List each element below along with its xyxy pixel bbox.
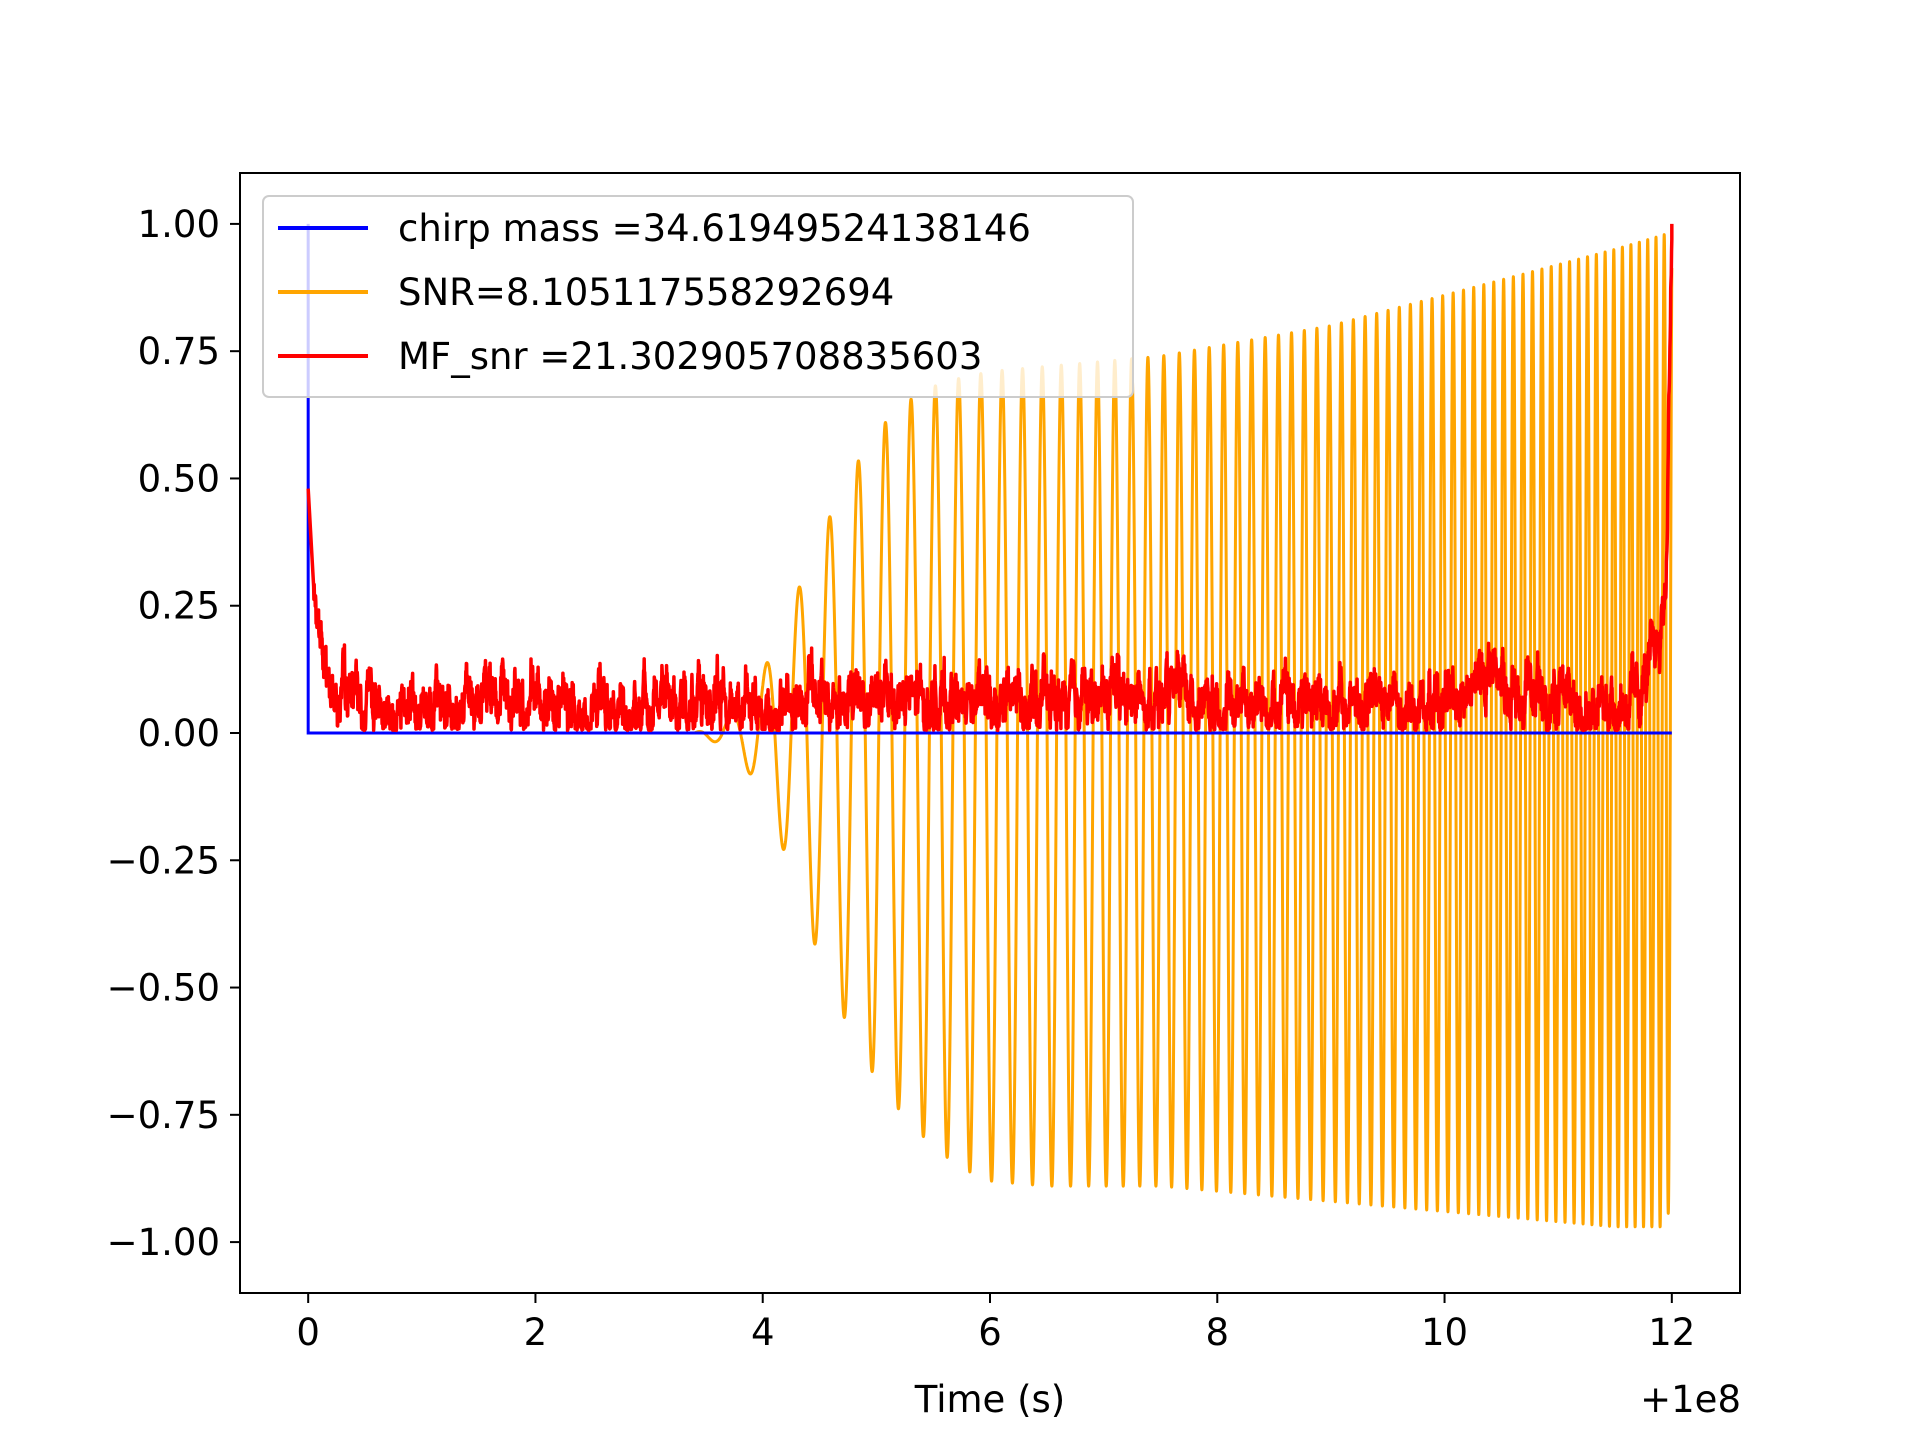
y-axis: 1.00 0.75 0.50 0.25 0.00 −0.25 −0.50 −0.75 −1.00 [107,203,240,1264]
x-tick-label: 2 [524,1311,548,1354]
y-tick-label: 1.00 [138,203,220,246]
x-tick-label: 12 [1648,1311,1695,1354]
y-tick-label: −0.75 [107,1094,220,1137]
legend-label-chirp-mass: chirp mass =34.61949524138146 [398,207,1031,250]
x-offset-text: +1e8 [1640,1378,1741,1421]
x-tick-label: 4 [751,1311,775,1354]
x-axis: 0 2 4 6 8 10 12 [296,1293,1695,1354]
x-tick-label: 0 [296,1311,320,1354]
x-axis-label: Time (s) [914,1378,1065,1421]
series-chirp-mass [306,223,1672,735]
legend: chirp mass =34.61949524138146 SNR=8.1051… [262,195,1134,398]
legend-label-snr: SNR=8.105117558292694 [398,271,894,314]
legend-frame [262,195,1134,398]
y-tick-label: 0.50 [138,457,220,500]
series-mf-snr [306,223,1674,733]
y-tick-label: 0.25 [138,585,220,628]
legend-label-mf-snr: MF_snr =21.302905708835603 [398,335,982,378]
x-tick-label: 6 [978,1311,1002,1354]
y-tick-label: −0.25 [107,839,220,882]
y-tick-label: 0.00 [138,712,220,755]
series-layer [306,223,1674,1229]
y-tick-label: −1.00 [107,1221,220,1264]
y-tick-label: −0.50 [107,967,220,1010]
x-tick-label: 8 [1205,1311,1229,1354]
x-tick-label: 10 [1421,1311,1468,1354]
y-tick-label: 0.75 [138,330,220,373]
